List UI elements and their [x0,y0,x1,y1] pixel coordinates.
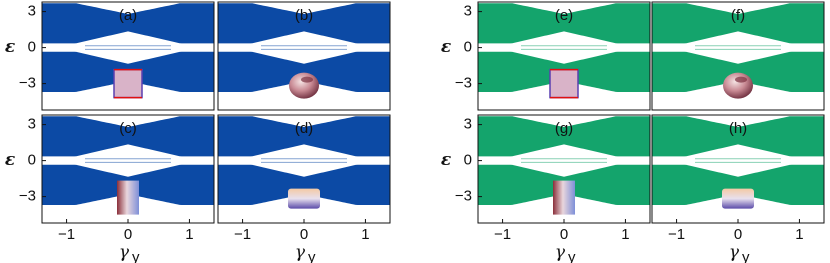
panel-body [652,116,824,209]
y-tick-label: 3 [464,3,472,20]
y-axis-label: ε [441,37,451,57]
band [42,116,214,157]
panel-body [478,3,650,99]
inset [117,180,139,215]
y-axis-label: ε [5,150,15,170]
panel: (c) 3 0 −3 −1 0 1 ε γ y [5,114,215,263]
panel-label: (a) [119,7,137,24]
panel: (h) −1 0 1 γ y [651,114,825,263]
panel-label: (h) [729,120,747,137]
panel: (a) 3 0 −3 ε [5,1,215,111]
panel: (d) −1 0 1 γ y [217,114,391,263]
y-tick-label: 3 [28,116,36,133]
x-axis-label-sub: y [132,249,140,263]
y-tick-label: 0 [28,39,36,56]
inset [113,68,143,99]
y-tick-label: 0 [464,39,472,56]
x-axis-label: γ [729,243,740,263]
y-tick-label: −3 [455,75,472,92]
band [478,3,650,44]
panel-label: (g) [555,120,573,137]
panel-body [42,116,214,215]
y-tick-label: 0 [464,152,472,169]
band [218,3,390,44]
y-tick-label: 0 [28,152,36,169]
inset [301,76,313,83]
x-tick-label: 0 [560,226,568,243]
y-axis-label: ε [441,150,451,170]
panel-label: (d) [295,120,313,137]
band [652,3,824,44]
panel-frame [217,1,391,111]
x-tick-label: 1 [361,226,369,243]
x-tick-label: 1 [621,226,629,243]
x-axis-label: γ [555,243,566,263]
x-tick-label: −1 [668,226,685,243]
panel-frame [477,1,651,111]
panel-label: (f) [731,7,745,24]
panel-frame [651,1,825,111]
panel-frame [41,1,215,111]
band [218,51,390,92]
band [42,3,214,44]
inset [735,76,747,83]
x-tick-label: −1 [494,226,511,243]
band [652,164,824,205]
band [218,164,390,205]
x-axis-label-sub: y [568,249,576,263]
x-tick-label: 0 [734,226,742,243]
panel-body [652,3,824,99]
inset [553,180,575,215]
x-axis-label: γ [119,243,130,263]
inset [722,188,754,209]
x-tick-label: 0 [300,226,308,243]
x-tick-label: −1 [234,226,251,243]
x-axis-label: γ [295,243,306,263]
x-axis-label-sub: y [742,249,750,263]
inset [723,72,753,99]
band [652,51,824,92]
inset [288,188,320,209]
band [218,116,390,157]
y-tick-label: 3 [28,3,36,20]
panel: (g) 3 0 −3 −1 0 1 ε γ y [441,114,651,263]
panel: (e) 3 0 −3 ε [441,1,651,111]
panel-body [218,3,390,99]
panel: (f) [651,1,825,111]
x-tick-label: −1 [58,226,75,243]
panel-label: (e) [555,7,573,24]
inset [289,72,319,99]
panel-body [42,3,214,99]
y-tick-label: −3 [19,75,36,92]
x-tick-label: 1 [185,226,193,243]
panel: (b) [217,1,391,111]
panel-label: (c) [119,120,137,137]
x-tick-label: 0 [124,226,132,243]
inset [549,68,579,99]
band [652,116,824,157]
x-tick-label: 1 [795,226,803,243]
panel-body [478,116,650,215]
x-axis-label-sub: y [308,249,316,263]
y-tick-label: −3 [19,188,36,205]
y-tick-label: 3 [464,116,472,133]
panel-body [218,116,390,209]
y-tick-label: −3 [455,188,472,205]
band [478,116,650,157]
panel-label: (b) [295,7,313,24]
y-axis-label: ε [5,37,15,57]
